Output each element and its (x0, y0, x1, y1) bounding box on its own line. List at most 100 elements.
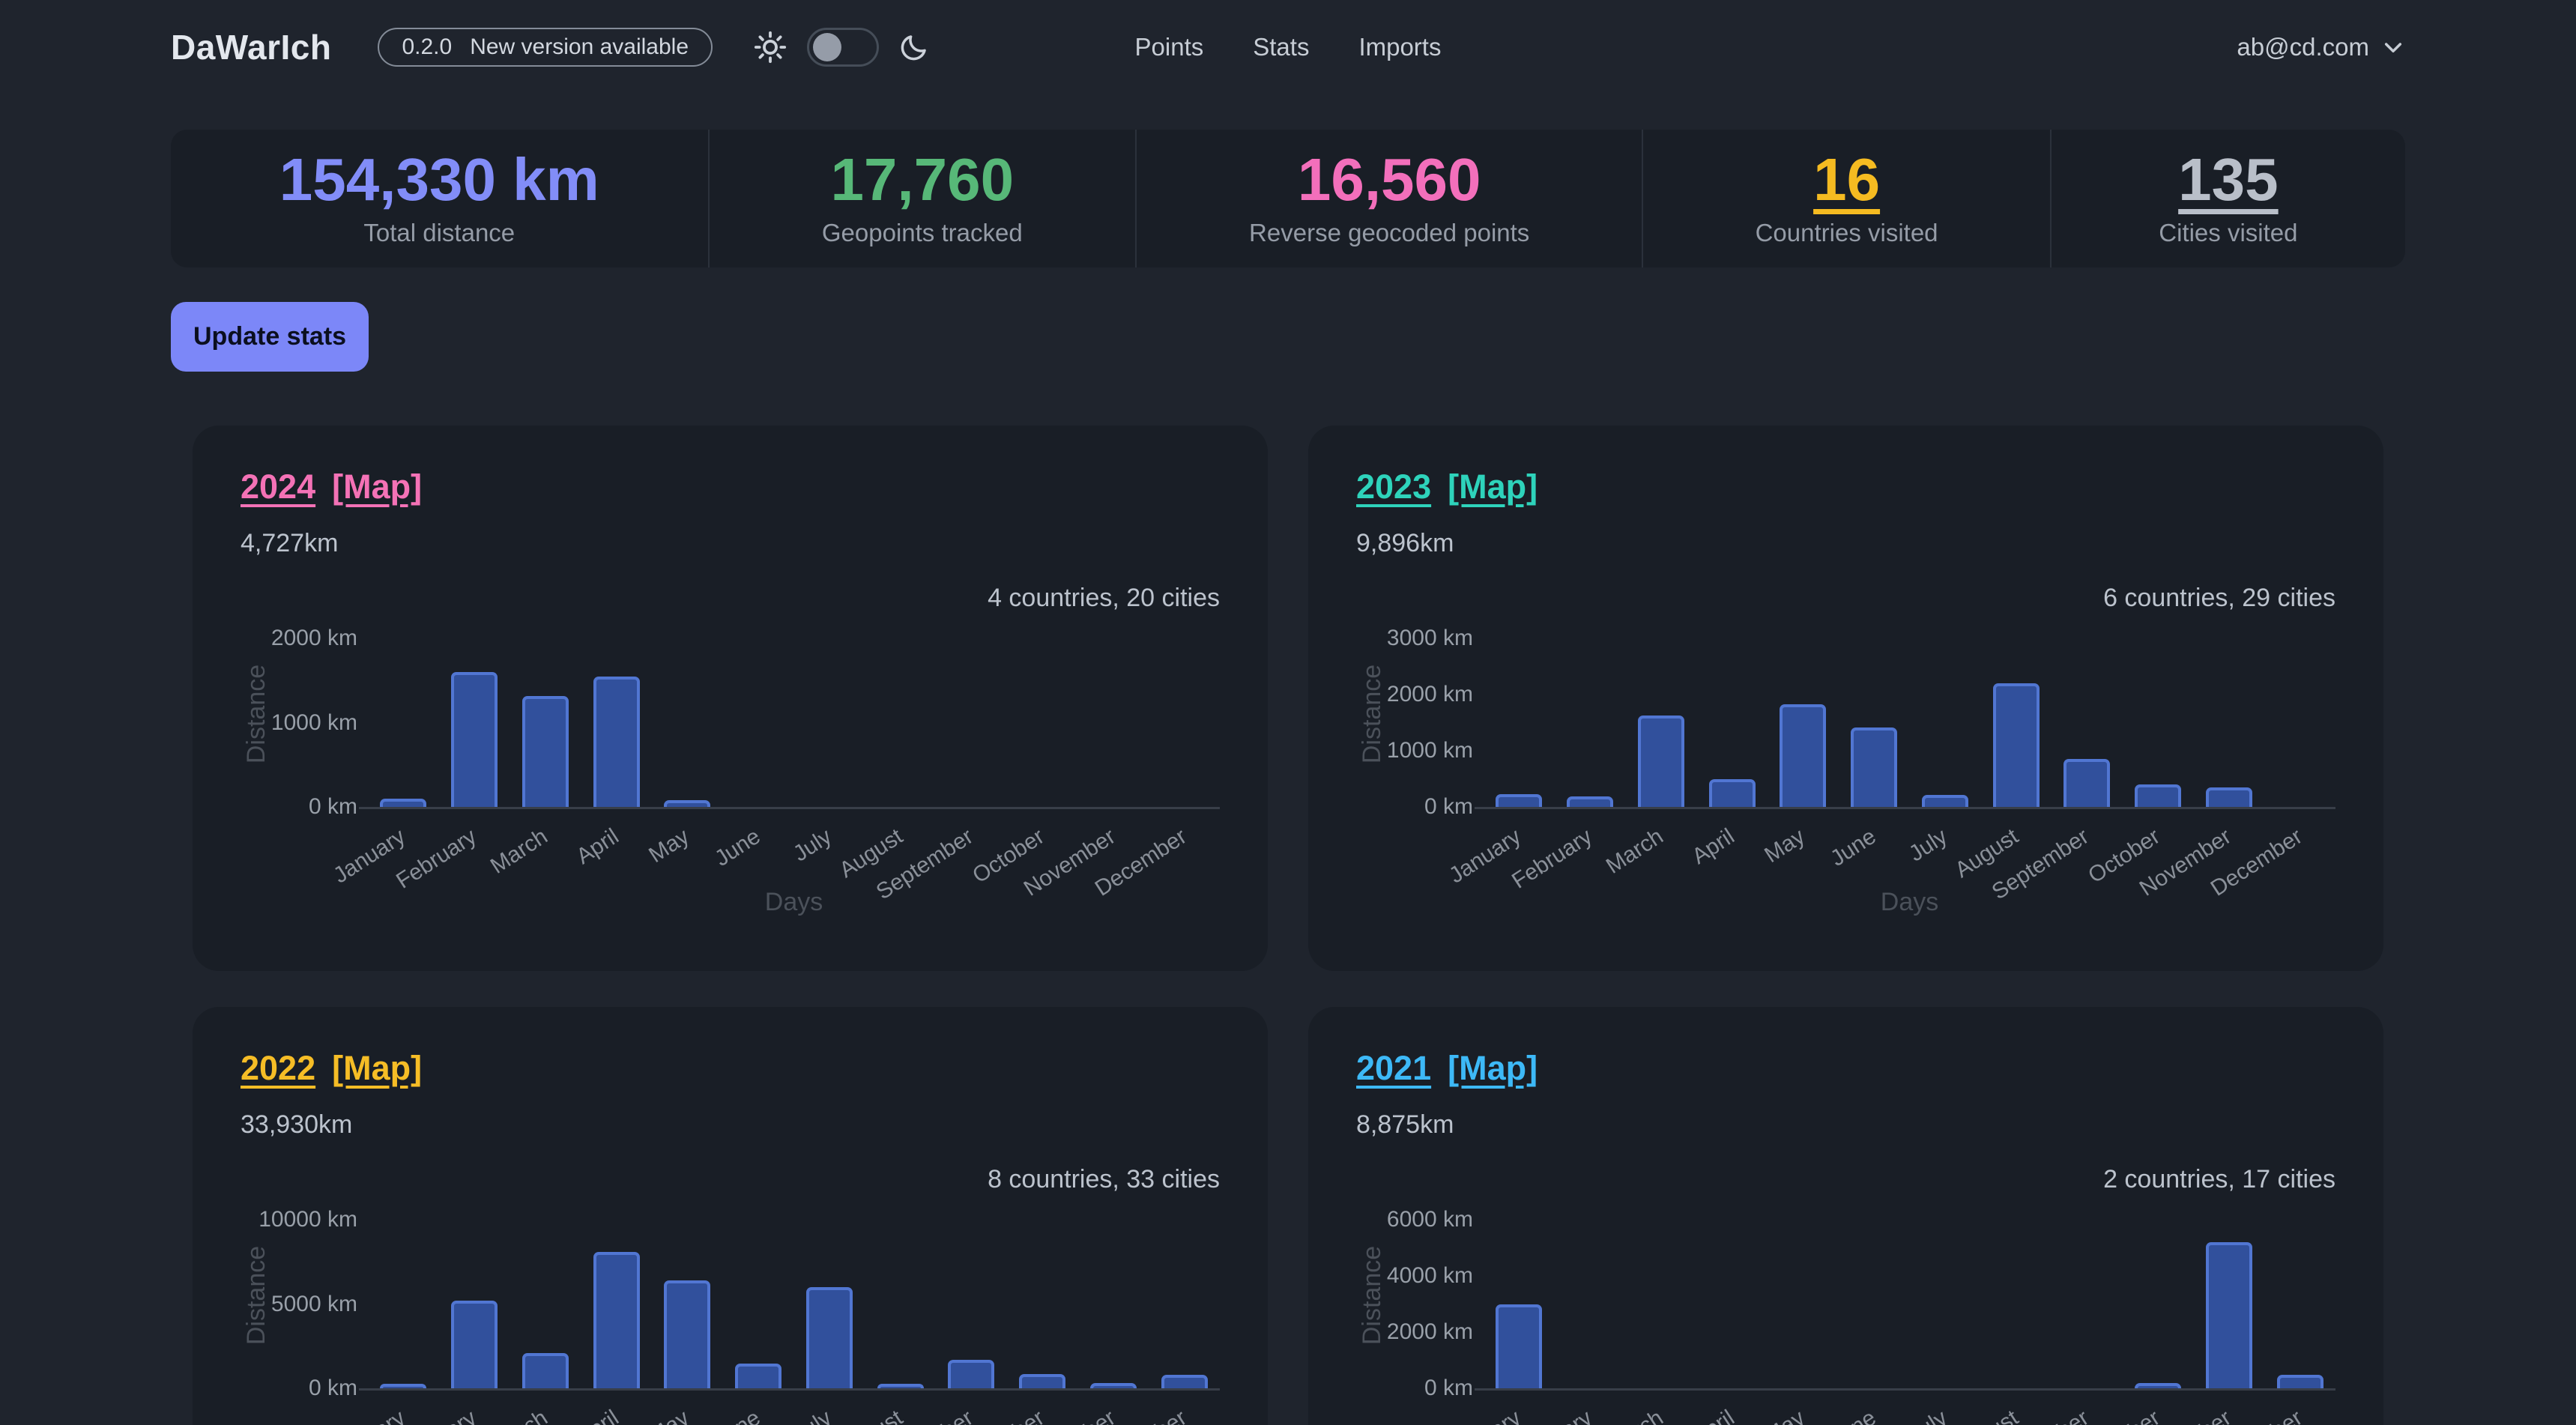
bar-december (1161, 1374, 1208, 1388)
y-axis-title: Distance (242, 1245, 270, 1346)
stat-cities-visited: 135 Cities visited (2049, 130, 2405, 267)
card-title: 2021 [Map] (1356, 1049, 2335, 1088)
version-badge[interactable]: 0.2.0 New version available (378, 27, 713, 67)
year-card-2022: 2022 [Map] 33,930km 8 countries, 33 citi… (193, 1007, 1268, 1425)
theme-toggle-knob (813, 32, 842, 61)
x-axis-line (1475, 807, 2335, 809)
stat-label: Cities visited (2159, 219, 2298, 246)
y-tick-label: 6000 km (1386, 1207, 1473, 1232)
y-axis-title: Distance (1358, 1245, 1386, 1346)
y-tick-label: 4000 km (1386, 1263, 1473, 1288)
bar-july (1921, 795, 1968, 807)
stats-panel: 154,330 km Total distance 17,760 Geopoin… (171, 130, 2405, 267)
y-tick-label: 0 km (308, 1376, 357, 1400)
year-distance: 4,727km (241, 529, 339, 557)
x-axis-title: Days (764, 888, 823, 916)
bar-october (2135, 784, 2182, 807)
bar-december (2276, 1375, 2323, 1388)
theme-controls (753, 27, 930, 67)
nav-link-points[interactable]: Points (1134, 32, 1204, 61)
bar-february (451, 1301, 498, 1388)
bar-september (948, 1359, 995, 1388)
card-title: 2023 [Map] (1356, 468, 2335, 506)
year-distance: 9,896km (1356, 529, 1454, 557)
map-link-2021[interactable]: [Map] (1448, 1049, 1538, 1087)
year-summary: 4 countries, 20 cities (988, 584, 1220, 612)
bar-november (1089, 1383, 1137, 1388)
stat-geopoints: 17,760 Geopoints tracked (707, 130, 1135, 267)
bar-october (1019, 1373, 1066, 1388)
bar-august (877, 1384, 924, 1388)
chevron-down-icon (2381, 35, 2405, 59)
stat-value: 17,760 (830, 146, 1015, 213)
bar-april (593, 676, 640, 807)
distance-by-month-chart-2024: 0 km 1000 km 2000 km Distance January Februar… (241, 621, 1220, 921)
cities-visited-link[interactable]: 135 (2178, 146, 2279, 213)
bar-november (2205, 787, 2252, 807)
nav-link-stats[interactable]: Stats (1253, 32, 1310, 61)
map-link-2022[interactable]: [Map] (332, 1049, 423, 1087)
bar-march (1637, 715, 1684, 807)
stat-countries-visited: 16 Countries visited (1642, 130, 2050, 267)
moon-icon (898, 31, 930, 63)
user-email: ab@cd.com (2237, 32, 2369, 61)
year-distance: 8,875km (1356, 1110, 1454, 1139)
map-link-2023[interactable]: [Map] (1448, 468, 1538, 506)
update-stats-button[interactable]: Update stats (171, 302, 369, 372)
stat-label: Geopoints tracked (821, 219, 1023, 246)
stat-value: 16,560 (1297, 146, 1481, 213)
bar-march (521, 695, 569, 807)
bar-june (735, 1364, 782, 1388)
year-card-2024: 2024 [Map] 4,727km 4 countries, 20 citie… (193, 426, 1268, 971)
y-tick-label: 2000 km (1386, 1319, 1473, 1344)
bar-january (1496, 1304, 1543, 1388)
year-link-2024[interactable]: 2024 (241, 468, 316, 506)
y-axis-title: Distance (1358, 664, 1386, 764)
user-menu[interactable]: ab@cd.com (2237, 33, 2405, 61)
year-summary: 8 countries, 33 cities (988, 1165, 1220, 1193)
nav-link-imports[interactable]: Imports (1358, 32, 1442, 61)
year-cards-grid: 2024 [Map] 4,727km 4 countries, 20 citie… (171, 426, 2405, 1425)
x-tick-label: January (209, 1406, 410, 1425)
bar-january (380, 1384, 427, 1388)
y-tick-label: 1000 km (1386, 738, 1473, 763)
stat-label: Countries visited (1755, 219, 1938, 246)
countries-visited-link[interactable]: 16 (1813, 146, 1881, 213)
map-link-2024[interactable]: [Map] (332, 468, 423, 506)
bar-september (2063, 759, 2111, 807)
year-link-2021[interactable]: 2021 (1356, 1049, 1432, 1087)
bar-february (1567, 796, 1614, 807)
bar-november (2205, 1242, 2252, 1388)
year-summary: 6 countries, 29 cities (2103, 584, 2335, 612)
year-distance: 33,930km (241, 1110, 353, 1139)
stat-value: 154,330 km (279, 146, 599, 213)
bar-june (1851, 727, 1898, 807)
theme-toggle[interactable] (807, 27, 880, 67)
stat-reverse-geocoded: 16,560 Reverse geocoded points (1135, 130, 1642, 267)
distance-by-month-chart-2023: 0 km 1000 km 2000 km 3000 km Distance January… (1356, 621, 2335, 921)
y-tick-label: 1000 km (270, 710, 357, 735)
bar-october (2135, 1382, 2182, 1388)
y-tick-label: 3000 km (1386, 626, 1473, 650)
y-axis-title: Distance (242, 664, 270, 764)
y-tick-label: 0 km (1424, 794, 1473, 819)
y-tick-label: 2000 km (1386, 682, 1473, 707)
bar-august (1992, 683, 2040, 807)
bar-may (664, 800, 711, 807)
bar-january (1496, 793, 1543, 807)
year-card-2023: 2023 [Map] 9,896km 6 countries, 29 citie… (1308, 426, 2383, 971)
stat-label: Reverse geocoded points (1249, 219, 1530, 246)
y-tick-label: 0 km (1424, 1376, 1473, 1400)
x-axis-title: Days (1880, 888, 1939, 916)
app-logo[interactable]: DaWarIch (171, 27, 332, 67)
y-tick-label: 2000 km (270, 626, 357, 650)
year-link-2023[interactable]: 2023 (1356, 468, 1432, 506)
bar-april (593, 1251, 640, 1388)
bar-february (451, 672, 498, 807)
y-tick-label: 0 km (308, 794, 357, 819)
x-axis-line (359, 1388, 1220, 1391)
bar-may (1780, 704, 1827, 807)
year-link-2022[interactable]: 2022 (241, 1049, 316, 1087)
